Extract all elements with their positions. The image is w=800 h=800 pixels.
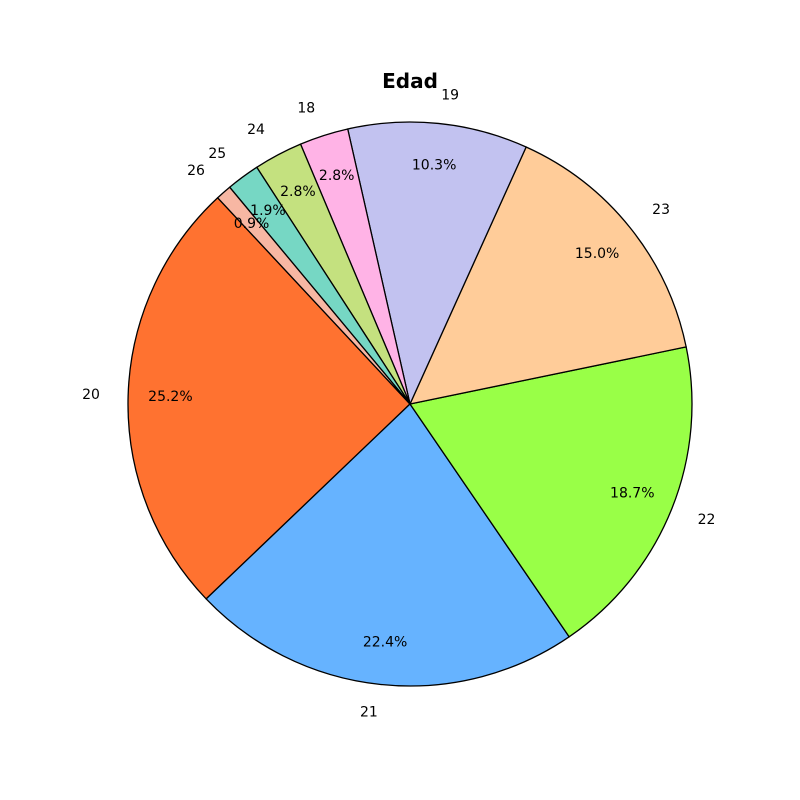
pct-label-24: 2.8% xyxy=(280,184,316,200)
slice-label-22: 22 xyxy=(698,512,716,528)
pie-slice-20 xyxy=(127,197,411,600)
pct-label-19: 10.3% xyxy=(412,158,456,174)
pct-label-20: 25.2% xyxy=(148,389,192,405)
pct-label-22: 18.7% xyxy=(610,486,654,502)
slices-layer xyxy=(127,121,693,687)
pie-slice-26 xyxy=(217,186,411,405)
slice-label-25: 25 xyxy=(208,146,226,162)
pct-label-23: 15.0% xyxy=(575,246,619,262)
labels-layer: 20 25.2% 21 22.4% 22 18.7% 23 15.0% 19 10.3% 18 2.8… xyxy=(82,87,715,720)
pct-label-25: 1.9% xyxy=(250,203,286,219)
pie-slice-22 xyxy=(409,346,693,638)
pie-slice-21 xyxy=(205,403,570,687)
pie-slice-23 xyxy=(409,146,687,405)
pie-slice-19 xyxy=(347,121,527,405)
slice-label-20: 20 xyxy=(82,387,100,403)
pct-label-18: 2.8% xyxy=(319,168,355,184)
slice-label-21: 21 xyxy=(360,705,378,721)
slice-label-24: 24 xyxy=(247,122,265,138)
slice-label-23: 23 xyxy=(652,202,670,218)
slice-label-19: 19 xyxy=(441,87,459,103)
pct-label-21: 22.4% xyxy=(363,634,407,650)
chart-title: Edad xyxy=(382,69,438,93)
slice-label-18: 18 xyxy=(297,101,315,117)
pct-label-26: 0.9% xyxy=(234,216,270,232)
slice-label-26: 26 xyxy=(187,163,205,179)
